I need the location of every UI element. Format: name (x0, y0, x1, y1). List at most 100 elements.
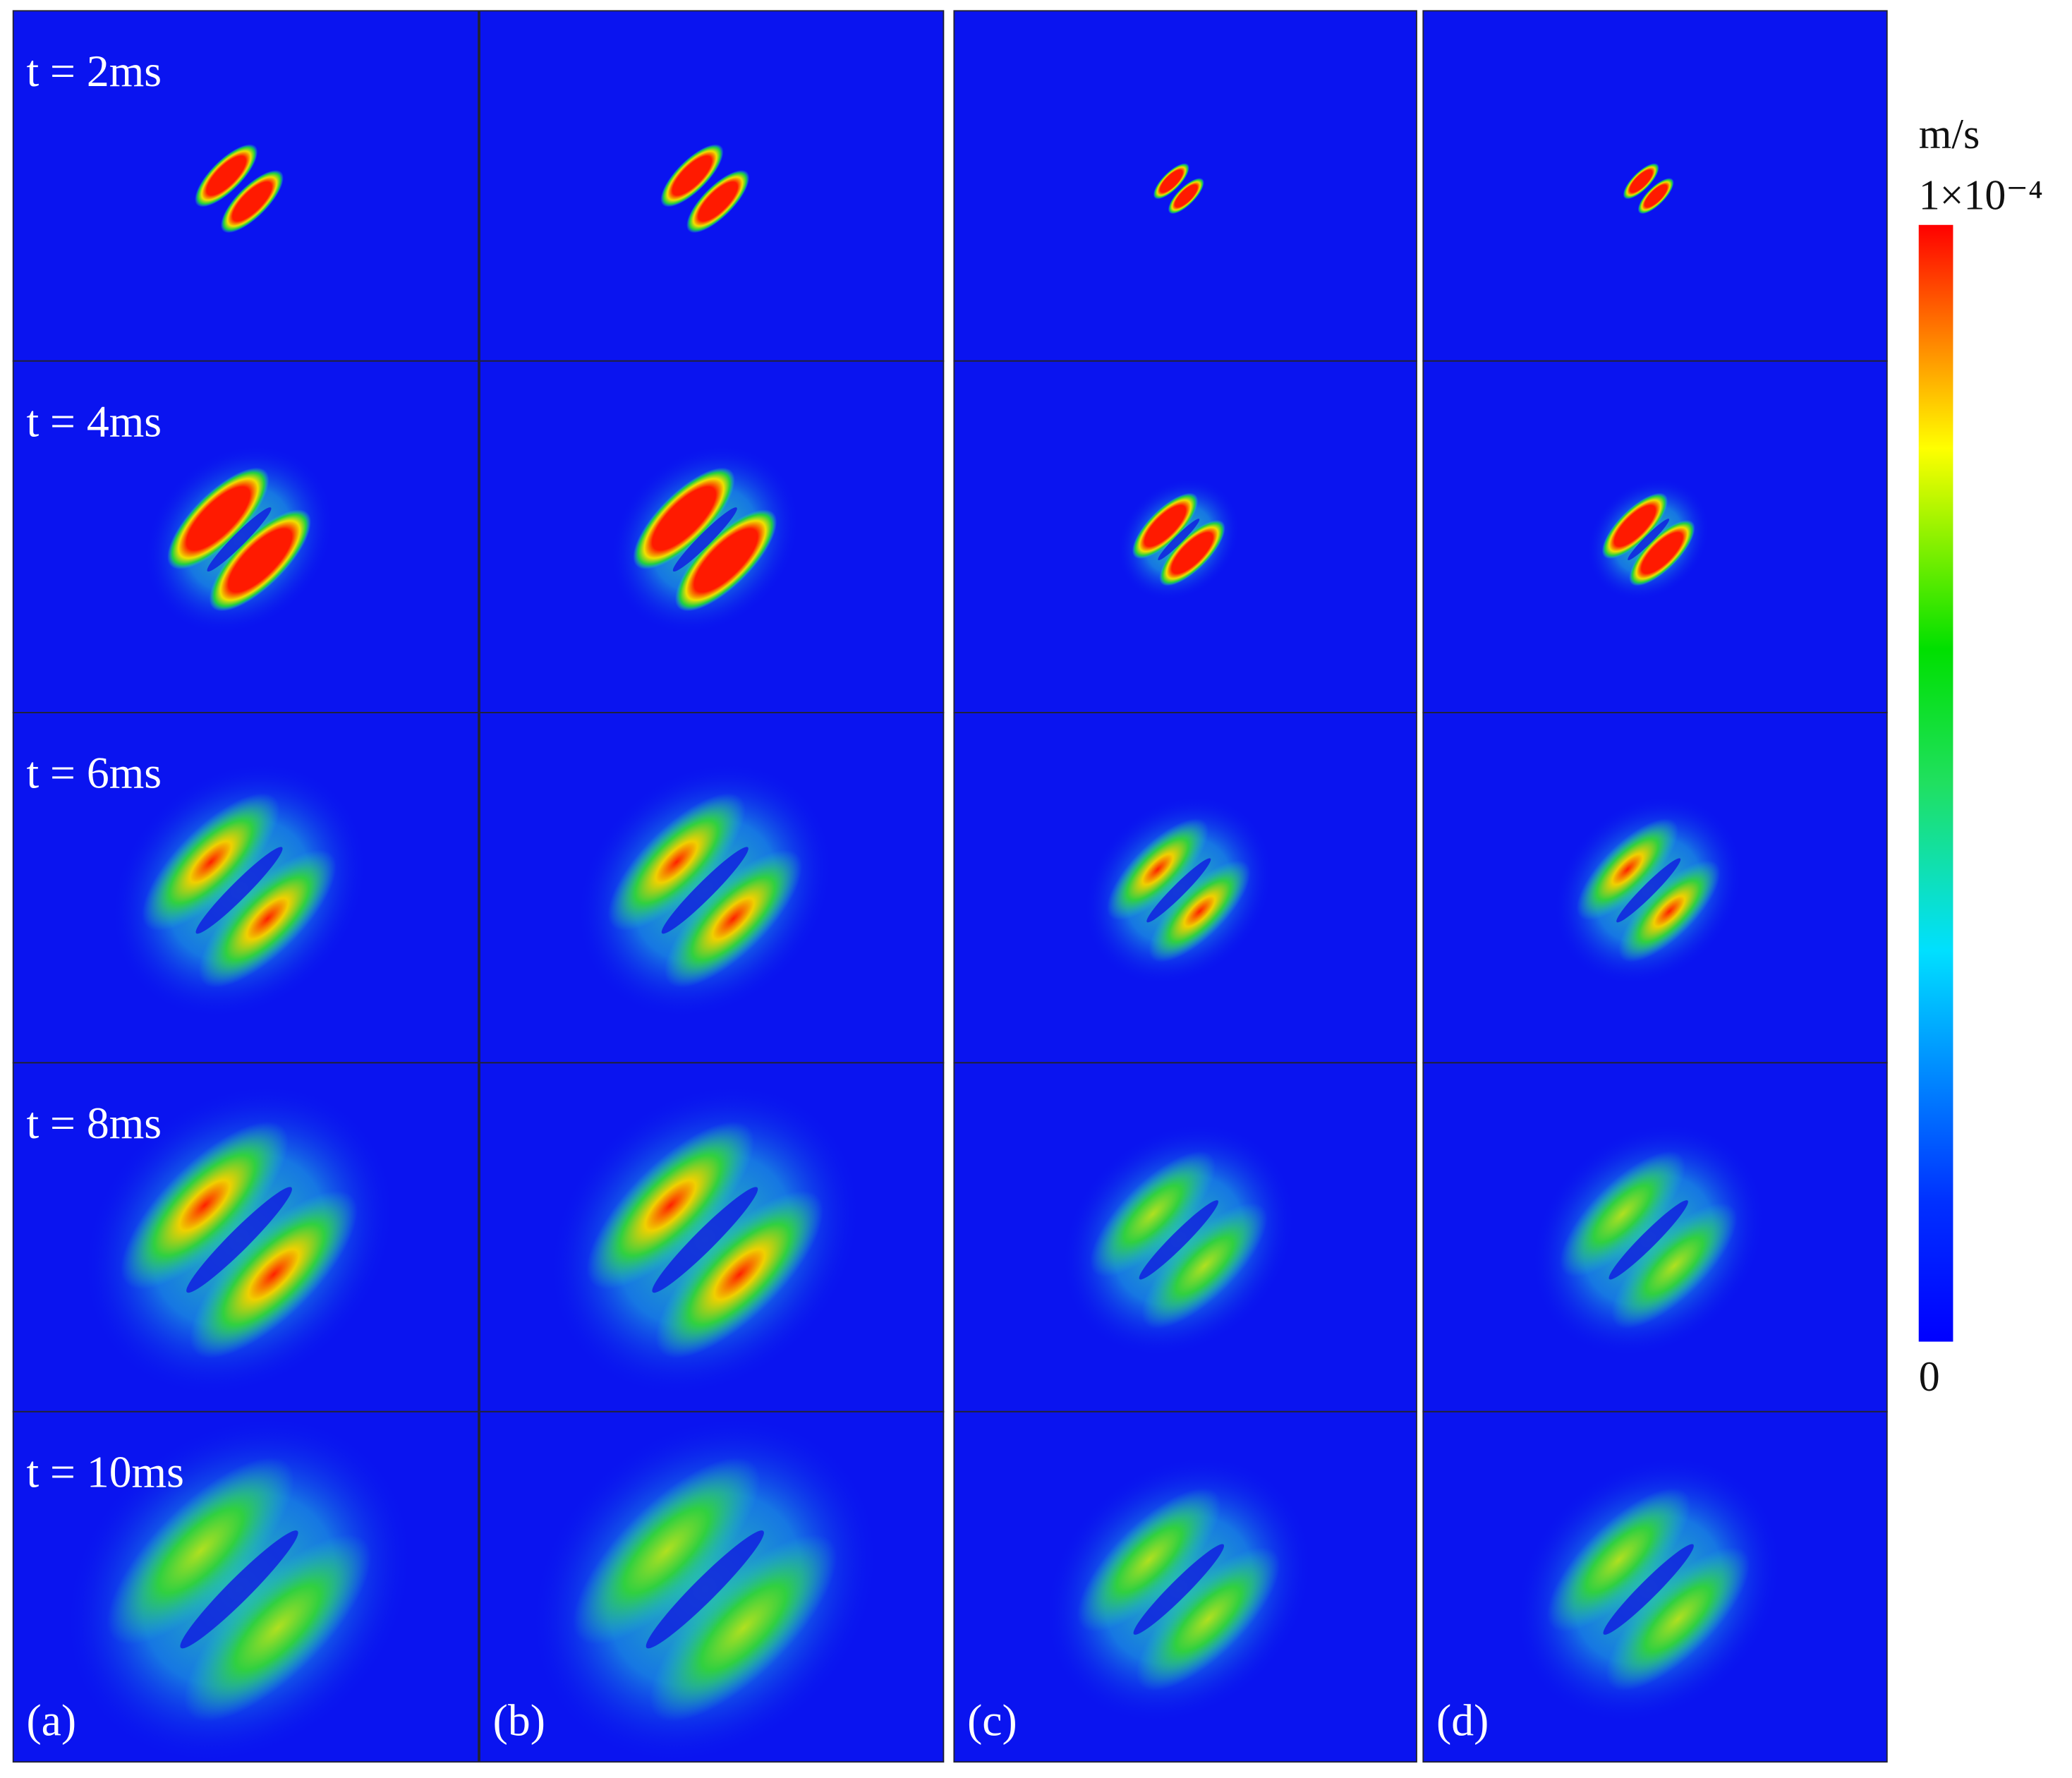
panel (953, 1062, 1417, 1413)
lobe (1606, 1547, 1750, 1691)
panel-label: (b) (493, 1695, 545, 1746)
lobe (1153, 163, 1189, 200)
panel (1422, 10, 1888, 362)
lobe (1629, 520, 1695, 586)
velocity-field (1045, 1456, 1313, 1724)
lobe (1149, 860, 1251, 962)
panel: t = 4ms (12, 360, 479, 713)
velocity-field (1153, 163, 1204, 214)
panel (953, 10, 1417, 362)
panel: (c) (953, 1410, 1417, 1763)
panel (1422, 360, 1888, 713)
lobe (1623, 163, 1659, 200)
panel: (b) (478, 1410, 945, 1764)
lobe (633, 467, 735, 569)
panel (953, 712, 1417, 1064)
velocity-field (1117, 478, 1240, 601)
velocity-field (660, 144, 750, 234)
velocity-field (549, 1084, 861, 1396)
lobe (1136, 1547, 1280, 1691)
panel: t = 8ms (12, 1062, 479, 1413)
colorbar-min: 0 (1919, 1353, 1940, 1400)
lobe (220, 170, 284, 234)
lobe (1132, 492, 1199, 559)
lobe (1576, 818, 1679, 921)
colorbar (1918, 224, 1953, 1342)
lobe (1637, 178, 1674, 214)
panel (478, 360, 945, 713)
lobe (1077, 1487, 1221, 1632)
lobe (1546, 1487, 1691, 1632)
lobe (1141, 1202, 1268, 1329)
lobe (167, 467, 269, 569)
velocity-field (576, 762, 834, 1019)
lobe (1611, 1202, 1738, 1329)
panel-label: (d) (1436, 1695, 1489, 1746)
core-gap (1146, 858, 1211, 923)
lobe (1159, 520, 1225, 586)
lobe (1618, 860, 1721, 962)
core-gap (652, 1187, 758, 1293)
row-label: t = 6ms (26, 748, 162, 798)
lobe (586, 1121, 755, 1290)
velocity-field (1061, 1123, 1296, 1357)
core-gap (1133, 1544, 1224, 1635)
lobe (674, 509, 777, 612)
lobe (195, 144, 258, 207)
panel (478, 10, 945, 362)
lobe (121, 1121, 289, 1290)
lobe (1559, 1151, 1686, 1277)
velocity-field (531, 1415, 880, 1764)
core-gap (207, 507, 272, 572)
lobe (107, 1457, 294, 1645)
core-gap (186, 1187, 292, 1293)
core-gap (1158, 519, 1200, 560)
core-gap (661, 847, 749, 934)
panel: t = 6ms (12, 712, 479, 1064)
lobe (142, 793, 280, 931)
panel: (d) (1422, 1410, 1888, 1763)
lobe (190, 1190, 358, 1359)
core-gap (646, 1530, 764, 1649)
velocity-field (195, 144, 284, 234)
velocity-field (144, 445, 334, 634)
lobe (209, 509, 311, 612)
panel (953, 360, 1417, 713)
panel (478, 1062, 945, 1413)
lobe (607, 793, 746, 931)
velocity-field (610, 445, 800, 634)
lobe (1168, 178, 1204, 214)
colorbar-max: 1×10⁻⁴ (1919, 171, 2043, 218)
core-gap (1603, 1544, 1694, 1635)
lobe (1090, 1151, 1216, 1277)
row-label: t = 10ms (26, 1447, 183, 1497)
panel (478, 712, 945, 1064)
lobe (573, 1457, 761, 1645)
row-label: t = 8ms (26, 1098, 162, 1148)
panel-background (478, 10, 945, 362)
colorbar-unit: m/s (1919, 111, 1980, 157)
velocity-field (1084, 795, 1274, 986)
velocity-field (1515, 1456, 1783, 1724)
lobe (184, 1534, 372, 1722)
velocity-field (1623, 163, 1674, 214)
panel: t = 10ms (a) (12, 1410, 479, 1764)
panel (1422, 712, 1888, 1064)
core-gap (180, 1530, 298, 1649)
lobe (660, 144, 724, 207)
velocity-field (83, 1084, 396, 1396)
core-gap (1616, 858, 1681, 923)
velocity-field (111, 762, 368, 1019)
core-gap (1608, 1200, 1688, 1280)
panel-label: (a) (26, 1695, 76, 1746)
velocity-field (1587, 478, 1710, 601)
row-label: t = 2ms (26, 46, 162, 96)
lobe (655, 1190, 824, 1359)
core-gap (1139, 1200, 1218, 1280)
lobe (664, 849, 803, 988)
row-label: t = 4ms (26, 396, 162, 446)
lobe (650, 1534, 837, 1722)
lobe (198, 849, 337, 988)
panel-label: (c) (967, 1695, 1017, 1746)
